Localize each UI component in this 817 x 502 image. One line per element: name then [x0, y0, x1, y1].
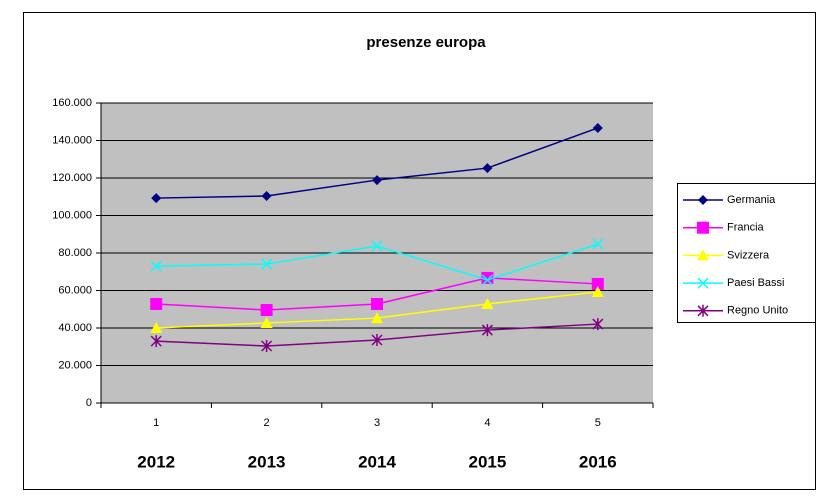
marker — [150, 335, 162, 348]
x-tick-label: 4 — [484, 417, 490, 429]
chart-title: presenze europa — [366, 34, 486, 51]
marker — [260, 304, 273, 316]
y-tick-label: 60.000 — [58, 284, 92, 296]
y-tick-label: 40.000 — [58, 322, 92, 334]
year-label: 2012 — [137, 452, 175, 471]
y-tick-label: 100.000 — [52, 209, 92, 221]
marker — [371, 298, 383, 310]
legend-label: Francia — [727, 222, 765, 234]
marker — [150, 260, 162, 272]
x-tick-label: 3 — [374, 417, 380, 429]
marker — [592, 238, 604, 250]
x-tick-label: 1 — [153, 417, 159, 429]
marker — [371, 240, 383, 252]
legend-label: Regno Unito — [727, 305, 788, 317]
legend-marker — [698, 195, 708, 205]
y-tick-label: 120.000 — [52, 172, 92, 184]
legend-label: Germania — [727, 194, 776, 206]
legend-marker — [697, 277, 709, 289]
marker — [591, 277, 604, 290]
marker — [592, 318, 604, 331]
marker — [261, 191, 272, 201]
marker — [481, 274, 493, 286]
y-tick-label: 20.000 — [58, 359, 92, 371]
marker — [372, 175, 382, 186]
y-tick-label: 0 — [86, 397, 92, 409]
marker — [592, 122, 603, 133]
legend-marker — [697, 221, 709, 234]
y-tick-label: 160.000 — [52, 97, 92, 109]
year-label: 2013 — [248, 452, 286, 471]
legend-label: Svizzera — [727, 249, 770, 261]
marker — [261, 258, 273, 270]
legend-marker — [697, 249, 709, 261]
marker — [151, 193, 162, 204]
year-label: 2016 — [579, 452, 617, 471]
marker — [481, 271, 494, 284]
marker — [482, 163, 493, 174]
marker — [591, 286, 604, 297]
legend-marker — [697, 304, 709, 317]
marker — [481, 298, 494, 309]
legend — [677, 183, 816, 323]
y-tick-label: 80.000 — [58, 247, 92, 259]
x-tick-label: 5 — [595, 417, 601, 429]
legend-label: Paesi Bassi — [727, 277, 784, 289]
x-tick-label: 2 — [264, 417, 270, 429]
marker — [371, 312, 383, 324]
marker — [260, 316, 273, 328]
marker — [150, 298, 163, 310]
year-label: 2015 — [468, 452, 506, 471]
marker — [371, 334, 383, 346]
marker — [481, 324, 493, 337]
marker — [261, 340, 273, 352]
year-label: 2014 — [358, 452, 396, 471]
marker — [150, 322, 163, 333]
y-tick-label: 140.000 — [52, 134, 92, 146]
